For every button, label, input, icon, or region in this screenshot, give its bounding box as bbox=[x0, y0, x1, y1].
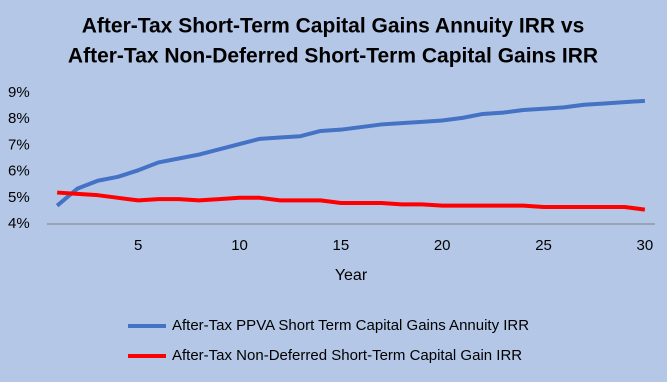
x-tick-label: 20 bbox=[434, 237, 451, 254]
series-line bbox=[57, 190, 646, 212]
legend-label: After-Tax PPVA Short Term Capital Gains … bbox=[172, 317, 529, 334]
x-tick-label: 10 bbox=[231, 237, 248, 254]
series-line bbox=[55, 98, 645, 208]
y-tick-label: 7% bbox=[8, 136, 30, 153]
chart-title: After-Tax Short-Term Capital Gains Annui… bbox=[82, 15, 585, 38]
y-tick-label: 4% bbox=[8, 215, 30, 232]
chart-title: After-Tax Non-Deferred Short-Term Capita… bbox=[68, 45, 598, 68]
x-tick-label: 25 bbox=[535, 237, 552, 254]
x-tick-label: 15 bbox=[333, 237, 350, 254]
legend-label: After-Tax Non-Deferred Short-Term Capita… bbox=[172, 347, 522, 364]
y-tick-label: 8% bbox=[8, 110, 30, 127]
y-tick-label: 9% bbox=[8, 84, 30, 101]
x-axis-title: Year bbox=[335, 267, 368, 284]
x-tick-label: 30 bbox=[637, 237, 654, 254]
x-tick-label: 5 bbox=[134, 237, 142, 254]
y-tick-label: 6% bbox=[8, 163, 30, 180]
y-tick-label: 5% bbox=[8, 189, 30, 206]
